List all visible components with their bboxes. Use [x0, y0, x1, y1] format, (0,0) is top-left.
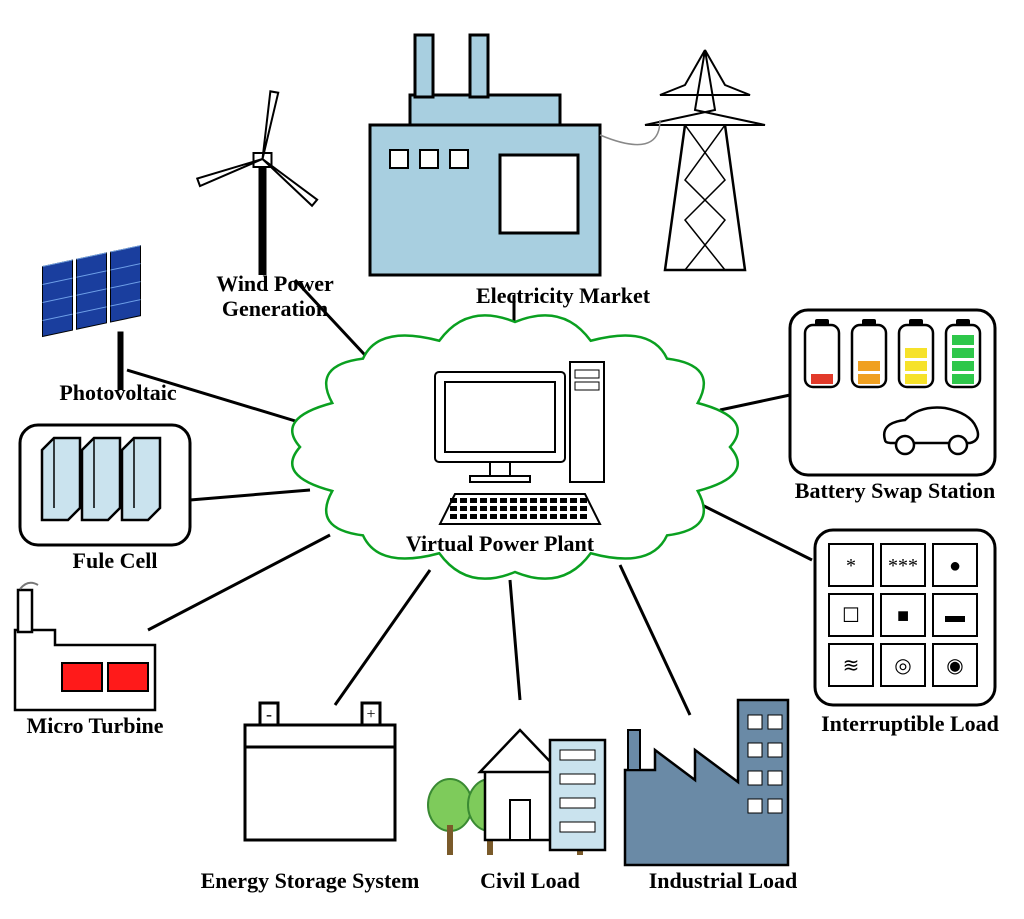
svg-text:●: ●: [949, 555, 961, 577]
node-mt: [15, 583, 155, 710]
svg-text:◉: ◉: [946, 655, 963, 677]
label-mt: Micro Turbine: [0, 713, 295, 738]
label-iload: Interruptible Load: [710, 711, 1024, 736]
svg-text:*: *: [846, 555, 856, 577]
label-ess: Energy Storage System: [110, 868, 510, 893]
label-bss: Battery Swap Station: [695, 478, 1024, 503]
label-pv: Photovoltaic: [0, 380, 318, 405]
node-fc: [20, 425, 190, 545]
label-fc: Fule Cell: [0, 548, 315, 573]
svg-text:+: +: [366, 706, 375, 723]
label-market: Electricity Market: [363, 283, 763, 308]
svg-text:■: ■: [897, 605, 909, 627]
svg-text:≋: ≋: [843, 655, 860, 677]
node-wind: [197, 91, 317, 275]
node-iload: ****●☐■▬≋◎◉: [815, 530, 995, 705]
label-center: Virtual Power Plant: [300, 531, 700, 556]
node-bss: [790, 310, 995, 475]
svg-text:◎: ◎: [894, 655, 911, 677]
node-market: [370, 35, 765, 275]
svg-text:▬: ▬: [945, 605, 965, 627]
svg-text:***: ***: [888, 555, 918, 577]
node-civ: [428, 730, 605, 855]
svg-text:☐: ☐: [842, 605, 860, 627]
